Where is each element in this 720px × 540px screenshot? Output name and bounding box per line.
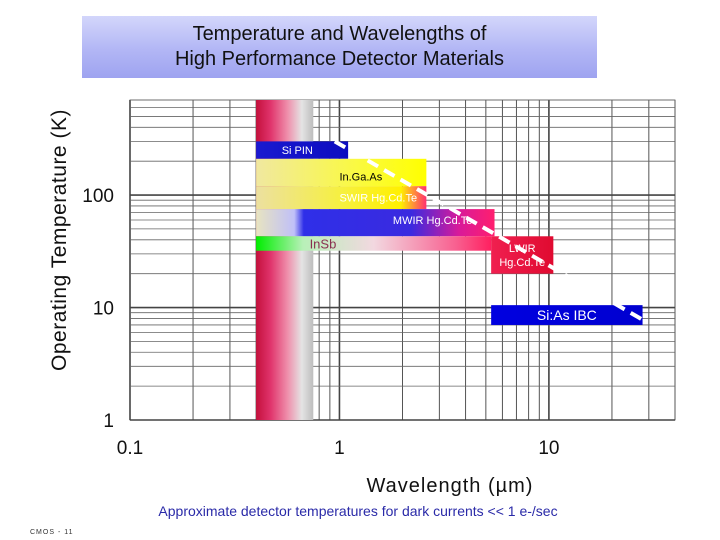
y-tick-label: 10 [93,299,114,320]
x-tick-label: 1 [334,438,345,459]
trend-line [333,139,647,324]
label-mwir-hg-cd-te: MWIR Hg.Cd.Te [393,215,472,227]
label-in-ga-as: In.Ga.As [339,172,382,184]
label-lwir-hg-cd-te-line-1: LWIR [509,243,536,255]
dark-current-note: Approximate detector temperatures for da… [158,503,558,519]
x-tick-label: 0.1 [117,438,143,459]
y-tick-label: 1 [103,411,114,432]
bar-swir-hg-cd-te [256,186,427,210]
label-insb: InSb [310,237,337,252]
label-swir-hg-cd-te: SWIR Hg.Cd.Te [339,193,417,205]
chart-title: Temperature and Wavelengths of High Perf… [82,16,597,78]
bar-labels: Si PIN In.Ga.As SWIR Hg.Cd.Te MWIR Hg.Cd.Te… [282,145,597,323]
y-tick-label: 100 [82,186,114,207]
bar-in-ga-as [256,158,427,187]
bar-insb [256,236,492,251]
bar-si-as-ibc [491,305,643,325]
bar-lwir-hg-cd-te [491,236,554,274]
x-axis-label: Wavelength (µm) [366,475,534,497]
label-si-as-ibc: Si:As IBC [537,307,597,323]
slide-footer: CMOS - 11 [30,529,74,536]
label-lwir-hg-cd-te-line-2: Hg.Cd.Te [499,257,545,269]
label-si-pin: Si PIN [282,145,313,157]
detector-bars [256,141,643,325]
x-tick-label: 10 [538,438,559,459]
chart-title-line-1: Temperature and Wavelengths of [192,23,487,45]
bar-si-pin [256,141,349,159]
bar-mwir-hg-cd-te [256,209,495,237]
chart-title-line-2: High Performance Detector Materials [174,48,504,70]
